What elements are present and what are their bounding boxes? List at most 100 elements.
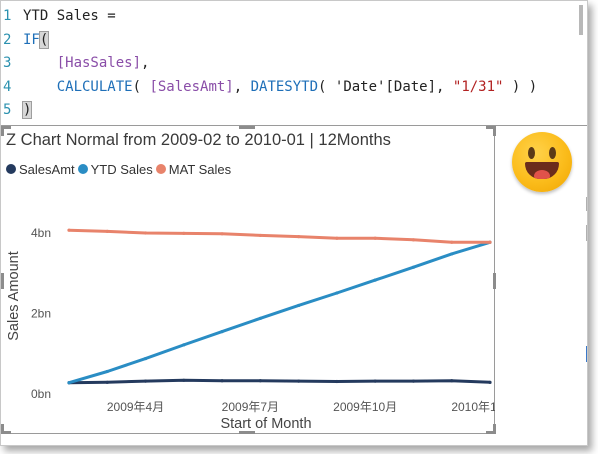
code-token: "1/31" (452, 78, 504, 95)
data-point (450, 240, 454, 244)
legend-label: MAT Sales (168, 161, 232, 177)
code-token: , (233, 78, 251, 95)
data-point (335, 291, 339, 295)
side-marker (586, 346, 587, 362)
code-line[interactable]: 1 YTD Sales = (1, 5, 587, 28)
x-tick-label: 2009年4月 (107, 400, 164, 414)
line-number: 4 (3, 78, 12, 95)
code-token: [SalesAmt] (149, 78, 234, 95)
data-point (488, 240, 492, 244)
data-point (105, 369, 109, 374)
x-tick-label: 2009年10月 (333, 400, 397, 414)
data-point (258, 316, 262, 320)
legend-marker-icon (77, 164, 88, 174)
line-number: 1 (3, 8, 12, 24)
data-point (450, 379, 454, 383)
legend-item[interactable]: YTD Sales (77, 161, 153, 177)
data-point (258, 379, 262, 383)
data-point (143, 356, 148, 361)
dax-formula-editor[interactable]: 1 YTD Sales = 2 IF(3 [HasSales], 4 CALCULATE… (1, 1, 587, 125)
data-point (297, 235, 301, 239)
code-token: ( (38, 30, 50, 49)
data-point (67, 381, 71, 385)
code-line[interactable]: 5) (1, 99, 587, 122)
resize-handle-bottom-right[interactable] (486, 431, 496, 434)
code-token: [HasSales] (56, 55, 142, 71)
data-point (182, 343, 186, 347)
x-tick-label: 2009年7月 (222, 400, 279, 414)
series-line-mat-sales (67, 228, 492, 244)
data-point (411, 238, 416, 242)
data-point (67, 228, 71, 232)
x-tick-label: 2010年1月 (451, 400, 495, 414)
line-number: 3 (3, 55, 12, 71)
emoji-tongue (534, 170, 550, 179)
series-line-ytd-sales (67, 240, 492, 385)
resize-handle-bottom-left[interactable] (1, 431, 11, 434)
editor-scrollbar[interactable] (579, 5, 583, 35)
code-text: CALCULATE( [SalesAmt], DATESYTD( 'Date'[… (23, 76, 537, 99)
data-point (258, 233, 262, 238)
code-token: YTD Sales = (23, 8, 116, 24)
data-point (220, 330, 224, 334)
resize-handle-top-center[interactable] (239, 126, 255, 129)
y-tick-label: 2bn (31, 307, 51, 321)
x-axis-title: Start of Month (220, 416, 311, 432)
emoji-mouth (525, 162, 559, 179)
code-token: ( 'Date'[Date], (318, 78, 453, 95)
legend-item[interactable]: MAT Sales (155, 161, 232, 177)
emoji-right-eye (549, 147, 556, 159)
data-point (105, 380, 109, 384)
data-point (182, 378, 186, 382)
side-marker (586, 225, 587, 241)
code-line[interactable]: 3 [HasSales], (1, 52, 587, 75)
y-tick-label: 4bn (31, 226, 51, 240)
y-axis-title: Sales Amount (6, 251, 22, 340)
data-point (488, 380, 492, 384)
code-token: ) ) (503, 78, 538, 95)
code-line[interactable]: 4 CALCULATE( [SalesAmt], DATESYTD( 'Date… (1, 76, 587, 99)
code-token (23, 79, 57, 95)
data-point (335, 379, 339, 384)
resize-handle-top-right[interactable] (493, 126, 496, 136)
resize-handle-bottom-left[interactable] (1, 424, 4, 434)
legend-marker-icon (155, 164, 166, 174)
resize-handle-bottom-center[interactable] (239, 431, 255, 434)
data-point (450, 252, 454, 256)
data-point (105, 229, 109, 233)
data-point (297, 303, 301, 308)
legend-label: YTD Sales (90, 161, 153, 177)
data-point (182, 231, 186, 236)
resize-handle-top-right[interactable] (486, 126, 496, 129)
side-marker (586, 197, 587, 211)
code-text: [HasSales], (23, 52, 150, 75)
legend-label: SalesAmt (19, 161, 75, 177)
data-point (143, 231, 148, 235)
code-token: CALCULATE (56, 78, 133, 95)
line-number: 5 (3, 102, 12, 118)
screenshot-frame: 1 YTD Sales = 2 IF(3 [HasSales], 4 CALCULATE… (0, 0, 588, 446)
resize-handle-middle-right[interactable] (493, 273, 496, 289)
code-text: ) (21, 99, 33, 122)
code-token: ( (132, 78, 150, 95)
resize-handle-bottom-right[interactable] (493, 424, 496, 434)
line-chart-plot[interactable]: 0bn 2bn 4bn 2009年4月 2009年7月 2009年10月 2010年1月 St… (1, 126, 495, 434)
code-token: IF (23, 31, 40, 48)
chart-title: Z Chart Normal from 2009-02 to 2010-01 |… (6, 131, 391, 149)
resize-handle-top-left[interactable] (1, 126, 11, 129)
data-point (411, 265, 416, 269)
code-line[interactable]: 2 IF( (1, 29, 587, 52)
legend-item[interactable]: SalesAmt (6, 162, 75, 177)
smiley-emoji-icon (512, 132, 572, 192)
y-tick-label: 0bn (31, 387, 51, 401)
code-text: IF( (23, 29, 50, 52)
code-token: DATESYTD (250, 78, 319, 95)
resize-handle-middle-left[interactable] (1, 273, 4, 289)
code-token: , (141, 55, 150, 71)
data-point (220, 379, 224, 383)
resize-handle-top-left[interactable] (1, 126, 4, 136)
data-point (143, 379, 148, 383)
chart-legend: SalesAmt YTD Sales MAT Sales (6, 161, 234, 177)
data-point (373, 379, 377, 383)
code-token: ) (21, 101, 33, 119)
